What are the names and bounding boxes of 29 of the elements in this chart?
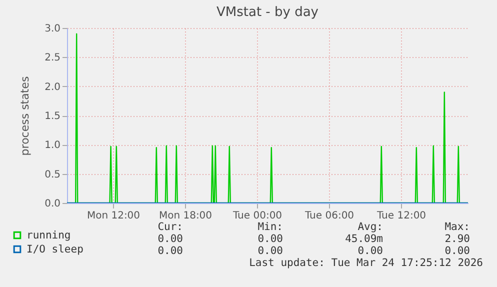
text: 0.00 — [258, 233, 283, 245]
legend-label: running — [26, 229, 71, 242]
y-tick-label: 2.0 — [44, 82, 60, 93]
text: Min: — [258, 221, 283, 233]
y-tick-label: 0.5 — [44, 169, 60, 180]
y-axis-title: process states — [18, 76, 32, 156]
text: Last update: Tue Mar 24 17:25:12 2026 — [249, 257, 483, 269]
y-tick-label: 0.0 — [44, 198, 60, 210]
x-tick-label: Mon 12:00 — [86, 210, 140, 222]
x-tick-label: Tue 06:00 — [304, 210, 354, 222]
text: Max: — [444, 221, 470, 233]
y-tick-label: 1.5 — [44, 111, 60, 122]
x-tick-label: Tue 00:00 — [232, 210, 282, 222]
text: 0.00 — [258, 245, 283, 257]
y-tick-label: 2.5 — [44, 52, 60, 64]
chart-title: VMstat - by day — [216, 5, 319, 20]
y-tick-label: 1.0 — [44, 140, 60, 152]
text: 45.09m — [345, 233, 383, 245]
text: 0.00 — [158, 245, 183, 257]
text: 2.90 — [444, 233, 470, 245]
text: Avg: — [358, 221, 383, 233]
text: 0.00 — [158, 233, 183, 245]
x-tick-label: Mon 18:00 — [158, 210, 212, 222]
text: 0.00 — [358, 245, 383, 257]
legend-label: I/O sleep — [26, 243, 84, 256]
text: Cur: — [158, 221, 183, 233]
x-tick-label: Tue 12:00 — [376, 210, 426, 222]
y-tick-label: 3.0 — [44, 24, 60, 34]
text: 0.00 — [444, 245, 470, 257]
